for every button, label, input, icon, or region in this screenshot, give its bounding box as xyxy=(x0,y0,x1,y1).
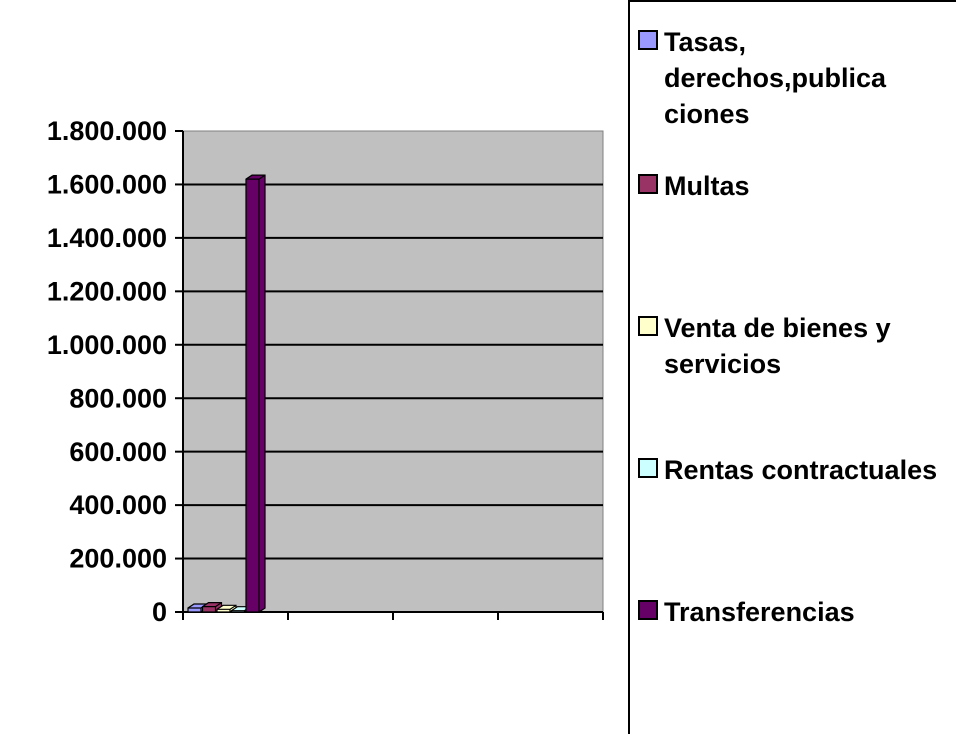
bar-edge xyxy=(246,174,266,612)
legend: Tasas, derechos,publica ciones Multas Vent… xyxy=(628,0,956,734)
y-tick-label: 400.000 xyxy=(69,490,167,520)
y-tick-label: 1.800.000 xyxy=(47,116,167,146)
legend-label: Rentas contractuales xyxy=(664,455,938,485)
legend-label: Multas xyxy=(664,171,750,201)
legend-entry: Venta de bienes y servicios xyxy=(638,310,944,382)
y-tick-label: 1.400.000 xyxy=(47,223,167,253)
legend-entry: Rentas contractuales xyxy=(638,452,944,488)
legend-swatch xyxy=(638,458,658,478)
legend-swatch xyxy=(638,600,658,620)
y-tick-label: 600.000 xyxy=(69,437,167,467)
plot: 0 200.000 400.000 600.000 800.000 1.000.000 1.… xyxy=(47,116,604,627)
y-tick-label: 200.000 xyxy=(69,544,167,574)
y-tick-label: 1.600.000 xyxy=(47,170,167,200)
y-tick-label: 800.000 xyxy=(69,383,167,413)
bar-edge xyxy=(217,604,237,612)
legend-entry: Tasas, derechos,publica ciones xyxy=(638,24,944,132)
y-tick-label: 0 xyxy=(152,597,167,627)
legend-label: Tasas, derechos,publica ciones xyxy=(664,27,887,129)
legend-swatch xyxy=(638,174,658,194)
legend-label: Venta de bienes y servicios xyxy=(664,313,891,379)
legend-entry: Multas xyxy=(638,168,944,204)
y-tick-label: 1.000.000 xyxy=(47,330,167,360)
legend-entry: Transferencias xyxy=(638,594,944,630)
bar xyxy=(245,174,266,613)
legend-swatch xyxy=(638,316,658,336)
legend-label: Transferencias xyxy=(664,597,855,627)
bar-edge xyxy=(202,602,222,612)
legend-swatch xyxy=(638,30,658,50)
y-tick-label: 1.200.000 xyxy=(47,276,167,306)
